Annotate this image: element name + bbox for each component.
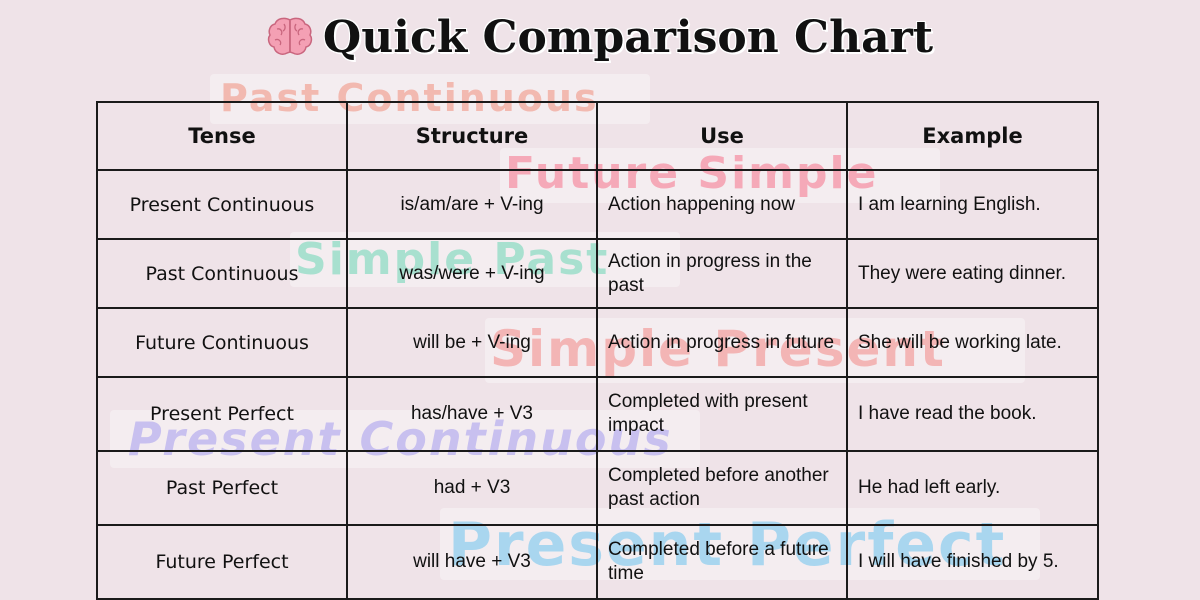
header-example: Example [846, 101, 1099, 171]
cell-example: She will be working late. [846, 307, 1099, 378]
table-row: Present Perfect has/have + V3 Completed … [96, 376, 1099, 452]
cell-use: Action in progress in future [596, 307, 848, 378]
table-row: Future Perfect will have + V3 Completed … [96, 524, 1099, 600]
header-use: Use [596, 101, 848, 171]
cell-example: I have read the book. [846, 376, 1099, 452]
header-tense: Tense [96, 101, 348, 171]
cell-tense: Past Continuous [96, 238, 348, 309]
header-structure: Structure [346, 101, 598, 171]
cell-tense: Future Continuous [96, 307, 348, 378]
cell-use: Completed before a future time [596, 524, 848, 600]
cell-example: He had left early. [846, 450, 1099, 526]
table-row: Past Perfect had + V3 Completed before a… [96, 450, 1099, 526]
title-text: Quick Comparison Chart [322, 12, 934, 63]
table-row: Past Continuous was/were + V-ing Action … [96, 238, 1099, 309]
table-row: Present Continuous is/am/are + V-ing Act… [96, 169, 1099, 240]
cell-tense: Present Perfect [96, 376, 348, 452]
brain-icon [267, 14, 313, 74]
page-title: Quick Comparison Chart [0, 8, 1200, 74]
cell-example: I will have finished by 5. [846, 524, 1099, 600]
cell-use: Completed with present impact [596, 376, 848, 452]
cell-use: Action in progress in the past [596, 238, 848, 309]
cell-example: I am learning English. [846, 169, 1099, 240]
table-row: Future Continuous will be + V-ing Action… [96, 307, 1099, 378]
cell-tense: Present Continuous [96, 169, 348, 240]
cell-structure: is/am/are + V-ing [346, 169, 598, 240]
cell-structure: will have + V3 [346, 524, 598, 600]
cell-example: They were eating dinner. [846, 238, 1099, 309]
cell-use: Action happening now [596, 169, 848, 240]
table-header-row: Tense Structure Use Example [96, 101, 1099, 171]
cell-use: Completed before another past action [596, 450, 848, 526]
cell-structure: had + V3 [346, 450, 598, 526]
cell-structure: will be + V-ing [346, 307, 598, 378]
cell-tense: Past Perfect [96, 450, 348, 526]
cell-structure: was/were + V-ing [346, 238, 598, 309]
comparison-table: Tense Structure Use Example Present Cont… [96, 101, 1099, 600]
cell-tense: Future Perfect [96, 524, 348, 600]
cell-structure: has/have + V3 [346, 376, 598, 452]
